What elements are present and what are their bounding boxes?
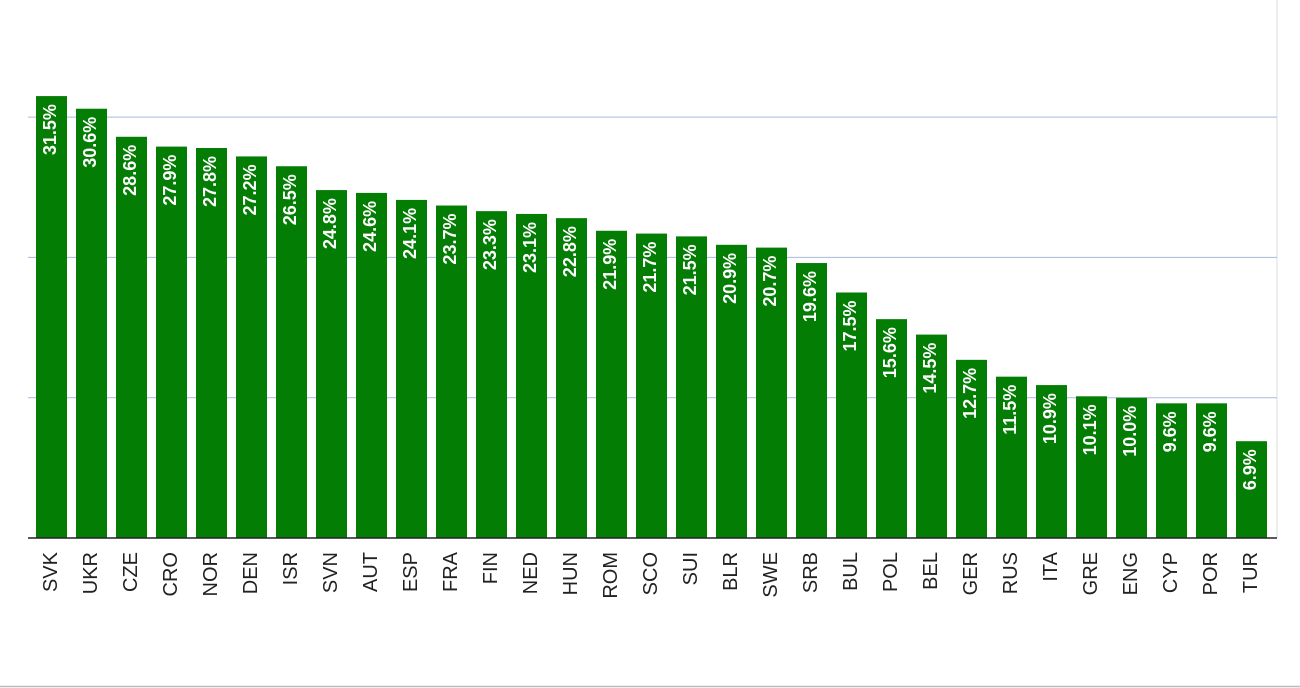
value-label: 10.0%	[1120, 406, 1140, 457]
x-tick-label: ITA	[1040, 551, 1062, 581]
value-label: 24.6%	[360, 201, 380, 252]
x-tick-label: CYP	[1160, 552, 1182, 593]
bar	[1076, 396, 1107, 538]
bar	[36, 96, 67, 538]
x-tick-label: ESP	[400, 552, 422, 592]
x-tick-label: NOR	[200, 552, 222, 596]
x-tick-label: FRA	[440, 551, 462, 592]
bar	[756, 247, 787, 538]
bar	[676, 236, 707, 539]
bar	[356, 192, 387, 538]
bar	[1196, 403, 1227, 538]
value-label: 19.6%	[800, 271, 820, 322]
value-label: 21.7%	[640, 242, 660, 293]
bar	[996, 376, 1027, 538]
x-tick-label: GRE	[1080, 552, 1102, 595]
bar	[956, 359, 987, 538]
value-label: 21.9%	[600, 239, 620, 290]
x-tick-label: BUL	[840, 552, 862, 591]
x-tick-label: SRB	[800, 552, 822, 593]
x-tick-label: ENG	[1120, 552, 1142, 595]
bar	[636, 233, 667, 538]
x-tick-label: SUI	[680, 552, 702, 585]
bar	[116, 136, 147, 538]
value-label: 31.5%	[40, 104, 60, 155]
value-label: 23.7%	[440, 214, 460, 265]
value-label: 26.5%	[280, 174, 300, 225]
bar	[516, 213, 547, 538]
x-tick-label: SVN	[320, 552, 342, 593]
x-tick-label: BEL	[920, 552, 942, 590]
value-label: 28.6%	[120, 145, 140, 196]
x-tick-label: BLR	[720, 552, 742, 591]
value-label: 24.8%	[320, 198, 340, 249]
bar	[476, 211, 507, 538]
value-label: 10.1%	[1080, 404, 1100, 455]
value-label: 24.1%	[400, 208, 420, 259]
value-label: 14.5%	[920, 343, 940, 394]
value-label: 30.6%	[80, 117, 100, 168]
value-label: 12.7%	[960, 368, 980, 419]
value-label: 27.2%	[240, 164, 260, 215]
value-label: 22.8%	[560, 226, 580, 277]
x-tick-label: RUS	[1000, 552, 1022, 594]
bar	[236, 156, 267, 539]
x-tick-label: CRO	[160, 552, 182, 596]
x-tick-label: GER	[960, 552, 982, 595]
bar	[876, 319, 907, 538]
x-tick-label: SVK	[40, 551, 62, 592]
bar	[796, 263, 827, 538]
value-label: 10.9%	[1040, 393, 1060, 444]
value-label: 9.6%	[1160, 411, 1180, 452]
value-label: 20.9%	[720, 253, 740, 304]
bar	[276, 166, 307, 538]
bar	[916, 334, 947, 538]
x-tick-label: TUR	[1240, 552, 1262, 593]
x-tick-label: DEN	[240, 552, 262, 594]
bar	[1236, 441, 1267, 538]
bar	[156, 146, 187, 539]
x-tick-label: AUT	[360, 552, 382, 592]
value-label: 21.5%	[680, 244, 700, 295]
x-tick-label: HUN	[560, 552, 582, 595]
value-label: 17.5%	[840, 300, 860, 351]
bar	[396, 199, 427, 538]
x-tick-label: POR	[1200, 552, 1222, 595]
value-label: 23.1%	[520, 222, 540, 273]
value-label: 15.6%	[880, 327, 900, 378]
value-label: 27.9%	[160, 155, 180, 206]
bar	[436, 205, 467, 538]
bar	[836, 292, 867, 538]
x-tick-label: FIN	[480, 552, 502, 584]
x-tick-label: SCO	[640, 552, 662, 595]
value-label: 9.6%	[1200, 411, 1220, 452]
bar	[1116, 397, 1147, 538]
value-label: 11.5%	[1000, 385, 1020, 435]
x-tick-label: ISR	[280, 552, 302, 585]
bar	[1036, 385, 1067, 538]
x-tick-label: UKR	[80, 552, 102, 594]
x-tick-label: SWE	[760, 552, 782, 598]
bar	[1156, 403, 1187, 538]
bar	[716, 244, 747, 538]
value-label: 23.3%	[480, 219, 500, 270]
x-tick-label: POL	[880, 552, 902, 592]
x-tick-label: ROM	[600, 552, 622, 599]
x-tick-label: NED	[520, 552, 542, 594]
x-tick-label: CZE	[120, 552, 142, 592]
value-label: 20.7%	[760, 256, 780, 307]
value-label: 6.9%	[1240, 449, 1260, 490]
value-label: 27.8%	[200, 156, 220, 207]
bar	[76, 108, 107, 539]
bar	[196, 148, 227, 538]
bar	[316, 190, 347, 538]
bar	[596, 230, 627, 538]
bar	[556, 218, 587, 538]
